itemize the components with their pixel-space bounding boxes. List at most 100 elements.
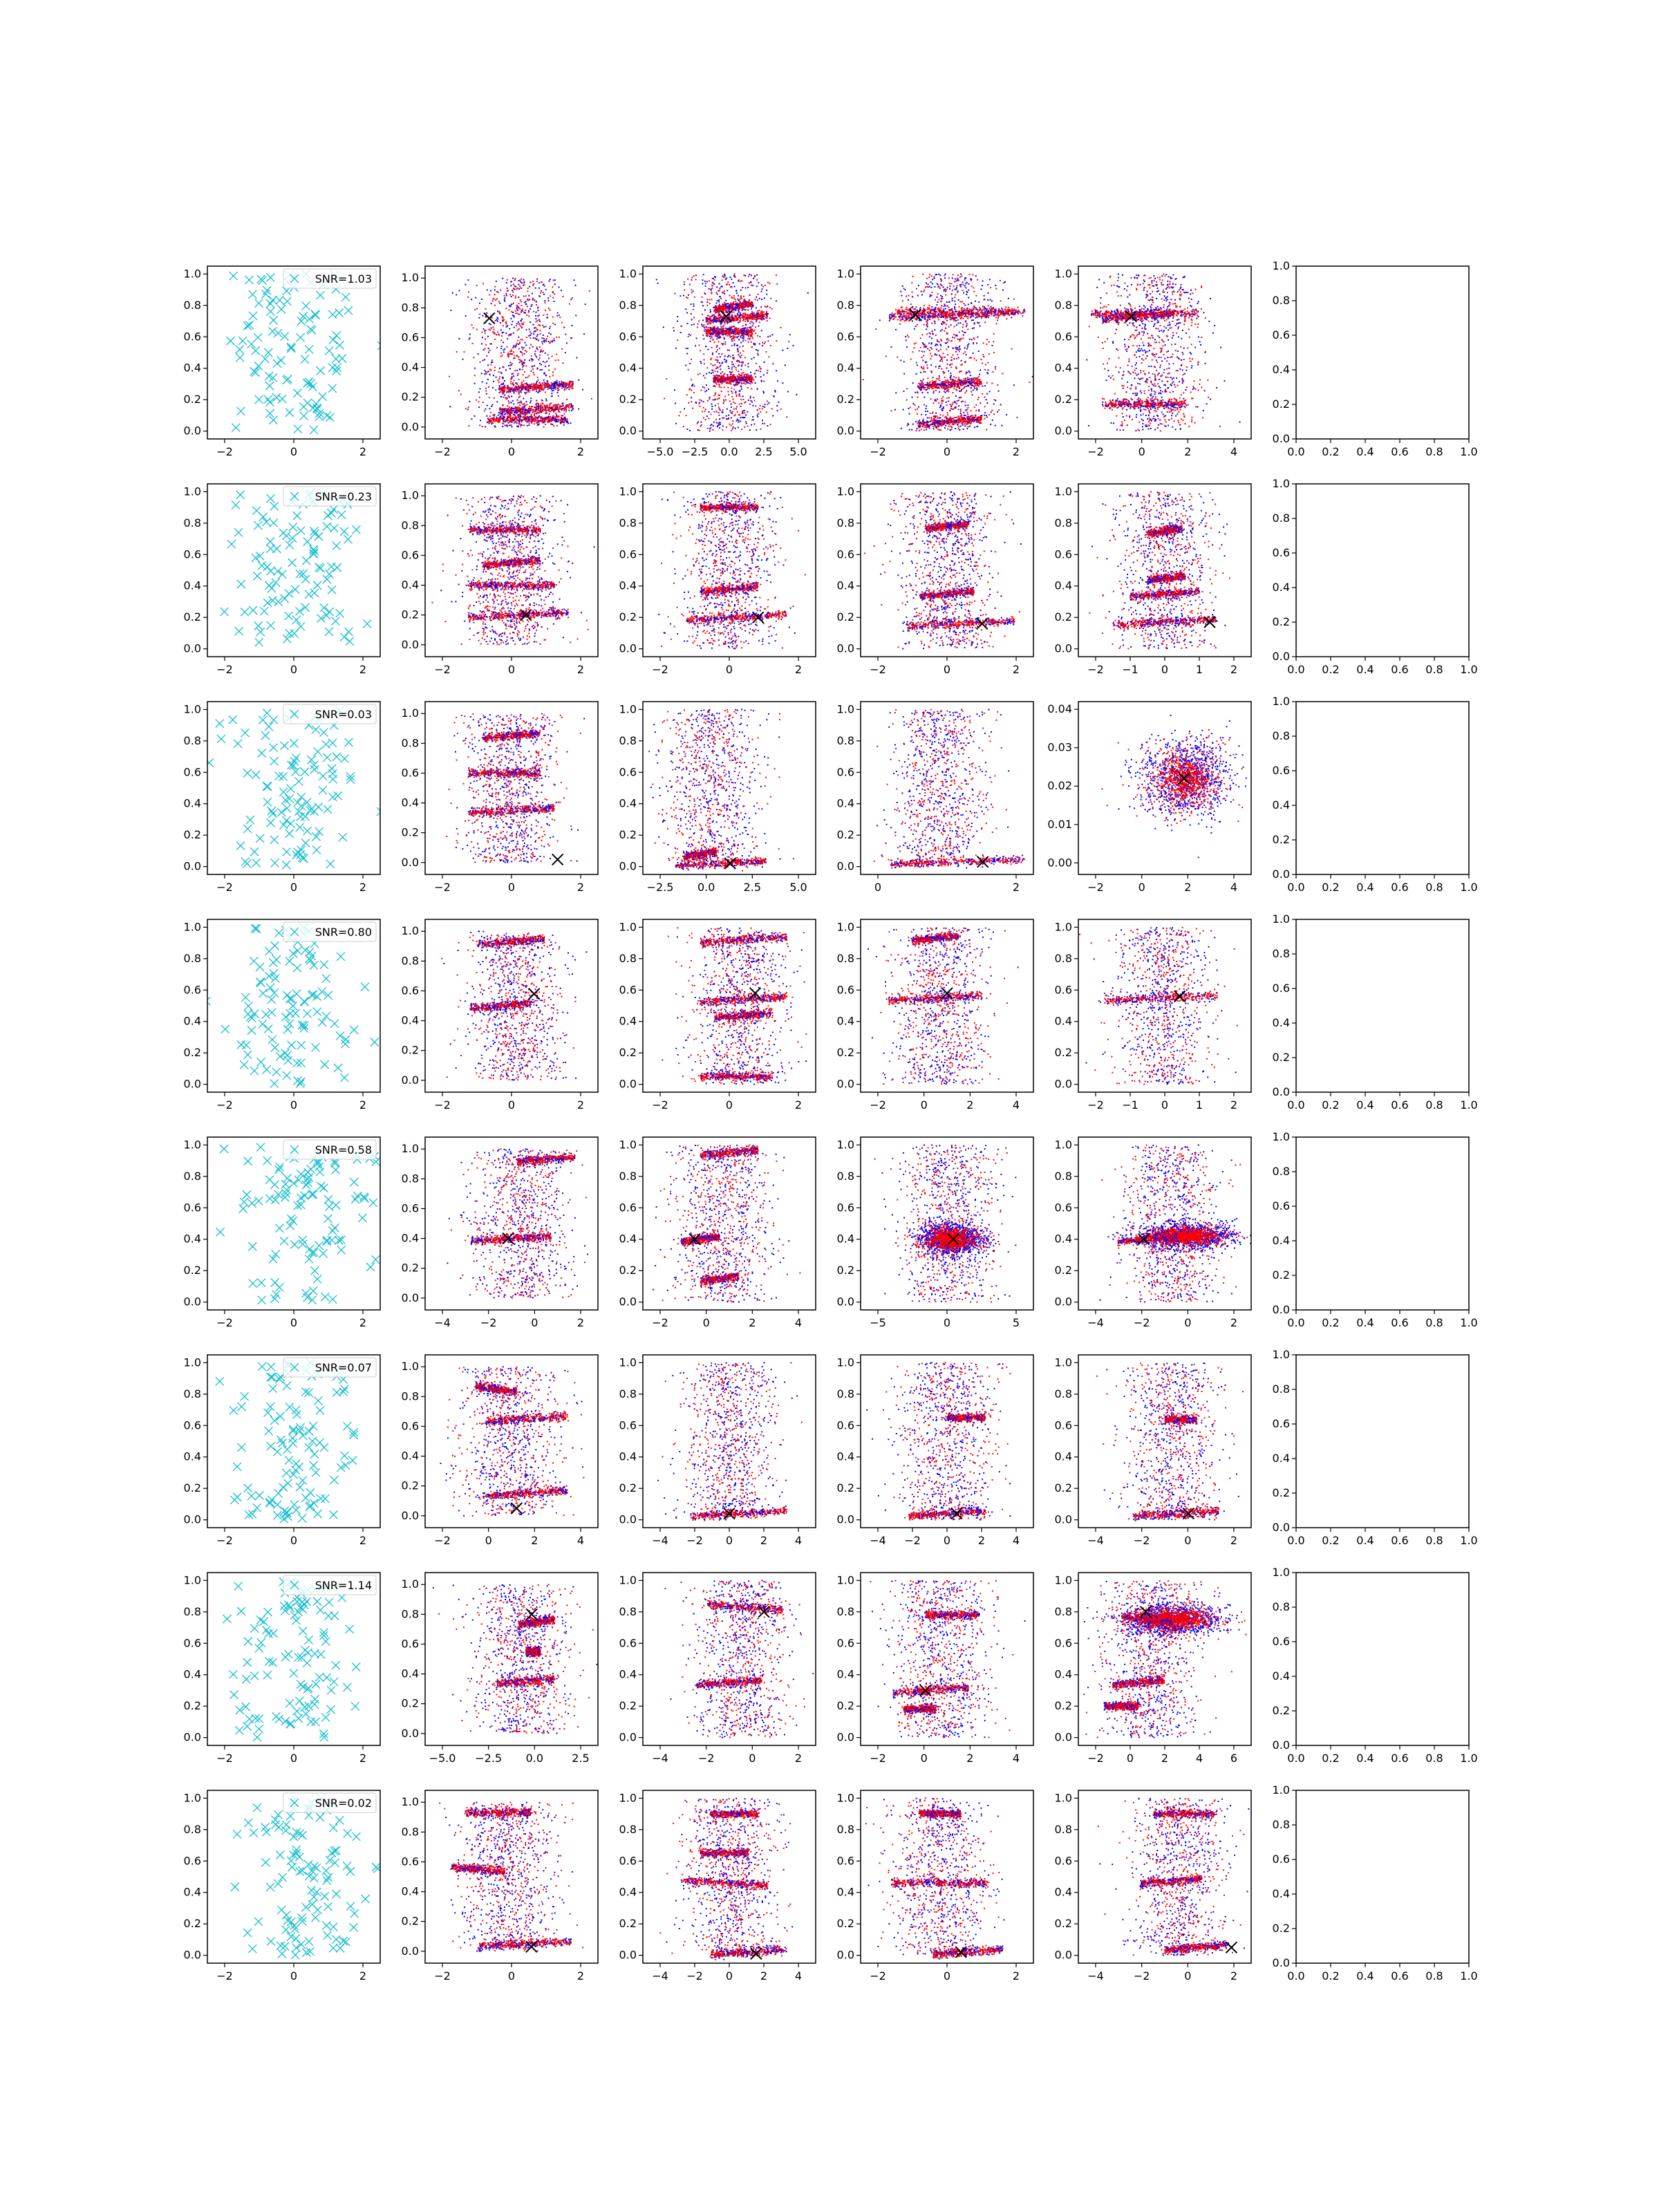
point [541, 341, 543, 342]
point [563, 417, 565, 418]
point [516, 355, 517, 356]
point [949, 424, 950, 425]
point [503, 397, 505, 398]
point [710, 330, 711, 331]
point [762, 408, 763, 409]
point [766, 311, 767, 312]
point [554, 293, 555, 294]
point [492, 326, 494, 328]
point [538, 359, 539, 360]
point [723, 330, 724, 331]
point [689, 430, 691, 431]
point [469, 339, 470, 340]
point [503, 382, 504, 384]
point [736, 406, 738, 407]
point [742, 395, 744, 397]
point [484, 373, 485, 375]
point [758, 294, 759, 295]
point [513, 414, 514, 415]
point [496, 347, 498, 348]
point [755, 343, 756, 344]
point [497, 379, 498, 381]
point [494, 367, 496, 368]
point [759, 298, 760, 299]
point [545, 408, 546, 409]
point [515, 347, 516, 348]
point [572, 409, 574, 410]
point [538, 416, 540, 418]
point [495, 299, 496, 301]
point [562, 362, 563, 364]
point [664, 397, 665, 399]
point [572, 388, 574, 389]
point [717, 310, 718, 312]
point [475, 297, 476, 299]
point [742, 315, 744, 316]
point [494, 290, 496, 291]
point [706, 335, 707, 336]
point [939, 341, 940, 343]
point [939, 391, 940, 393]
point [746, 331, 747, 332]
point [500, 329, 502, 330]
point [550, 388, 551, 389]
point [693, 290, 694, 292]
point [960, 425, 962, 427]
point [540, 409, 541, 410]
point [534, 353, 536, 355]
point [710, 311, 711, 312]
point [506, 410, 507, 411]
point [563, 327, 565, 328]
point [935, 321, 936, 322]
point [545, 409, 547, 411]
point [536, 339, 537, 340]
point [767, 373, 768, 374]
sample-marker [328, 310, 337, 319]
point [718, 415, 720, 416]
point [474, 415, 476, 417]
point [534, 299, 535, 301]
point [955, 377, 957, 378]
point [500, 409, 501, 411]
point [744, 379, 746, 380]
point [731, 417, 732, 418]
point [946, 367, 948, 368]
point [525, 414, 526, 415]
point [526, 382, 527, 384]
point [546, 361, 547, 362]
point [719, 366, 720, 368]
point [751, 315, 752, 317]
point [511, 410, 512, 411]
point [906, 296, 907, 297]
point [458, 338, 460, 339]
point [697, 422, 698, 424]
point [525, 350, 526, 351]
point [494, 305, 496, 306]
point [512, 278, 514, 279]
point [726, 427, 727, 428]
point [747, 363, 749, 364]
point [487, 418, 489, 419]
point [713, 395, 715, 396]
point [727, 321, 729, 323]
point [733, 375, 734, 377]
point [705, 285, 706, 287]
point [763, 319, 765, 320]
point [727, 375, 729, 376]
point [722, 275, 724, 276]
point [739, 379, 740, 381]
point [509, 368, 511, 369]
point [513, 283, 514, 285]
point [707, 400, 709, 402]
point [545, 413, 546, 414]
point [701, 301, 702, 303]
point [716, 422, 718, 424]
point [736, 379, 738, 381]
point [556, 420, 557, 421]
point [538, 424, 540, 425]
point [691, 397, 692, 398]
sample-marker [308, 326, 316, 335]
sample-marker [311, 310, 319, 319]
point [731, 367, 733, 368]
point [530, 344, 532, 345]
